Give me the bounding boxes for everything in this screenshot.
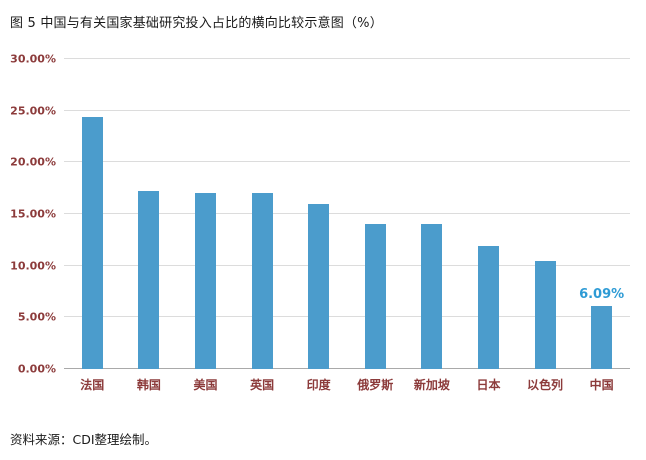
- bar: [534, 260, 556, 369]
- gridline: [64, 58, 630, 59]
- bar-slot: [347, 59, 404, 369]
- gridline: [64, 213, 630, 214]
- y-tick-label: 20.00%: [10, 155, 56, 169]
- gridline: [64, 264, 630, 266]
- y-tick-label: 25.00%: [10, 104, 56, 118]
- x-tick-label: 日本: [476, 378, 501, 392]
- x-tick-label: 印度: [306, 378, 331, 392]
- figure-title: 图 5 中国与有关国家基础研究投入占比的横向比较示意图（%）: [10, 16, 383, 31]
- gridline: [64, 316, 630, 318]
- bar-chart: 0.00% 5.00% 10.00% 15.00% 20.00% 25.00% 30.00%…: [8, 53, 638, 376]
- plot-area: 6.09%: [64, 58, 630, 369]
- source-note: 资料来源：CDI整理绘制。: [10, 432, 158, 447]
- gridline: [64, 161, 630, 163]
- bar: [308, 203, 330, 369]
- bar-slot: [517, 59, 574, 369]
- x-tick-label: 俄罗斯: [357, 378, 394, 392]
- bar-slot: [290, 59, 347, 369]
- x-tick-label: 韩国: [136, 378, 161, 392]
- y-tick-label: 10.00%: [10, 259, 56, 273]
- x-tick-label: 新加坡: [413, 378, 450, 392]
- bar-slot: [64, 59, 121, 369]
- bar: [138, 191, 160, 369]
- bars-row: 6.09%: [64, 59, 630, 369]
- y-tick-label: 0.00%: [17, 362, 56, 376]
- bar: [251, 193, 273, 369]
- bar-slot: [404, 59, 461, 369]
- bar-slot: 6.09%: [573, 59, 630, 369]
- x-tick-label: 英国: [250, 378, 275, 392]
- x-axis-labels: 法国 韩国 美国 英国 印度 俄罗斯 新加坡 日本 以色列 中国: [64, 376, 638, 393]
- y-tick-label: 5.00%: [17, 310, 56, 324]
- x-tick-label: 中国: [589, 378, 614, 392]
- y-axis: 0.00% 5.00% 10.00% 15.00% 20.00% 25.00% 30.00%: [8, 53, 64, 376]
- data-label: 6.09%: [579, 287, 625, 303]
- bar: [421, 224, 443, 369]
- bar-slot: [460, 59, 517, 369]
- bar: [477, 246, 499, 369]
- x-tick-label: 美国: [193, 378, 218, 392]
- y-tick-label: 30.00%: [10, 52, 56, 66]
- x-tick-label: 法国: [80, 378, 105, 392]
- x-tick-label: 以色列: [527, 378, 564, 392]
- y-tick-label: 15.00%: [10, 207, 56, 221]
- gridline: [64, 109, 630, 111]
- bar: [591, 306, 613, 369]
- bar: [364, 224, 386, 369]
- bar: [194, 193, 216, 369]
- bar-slot: [234, 59, 291, 369]
- bar-slot: [177, 59, 234, 369]
- x-axis-line: [64, 368, 630, 369]
- bar: [81, 116, 103, 369]
- bar-slot: [121, 59, 178, 369]
